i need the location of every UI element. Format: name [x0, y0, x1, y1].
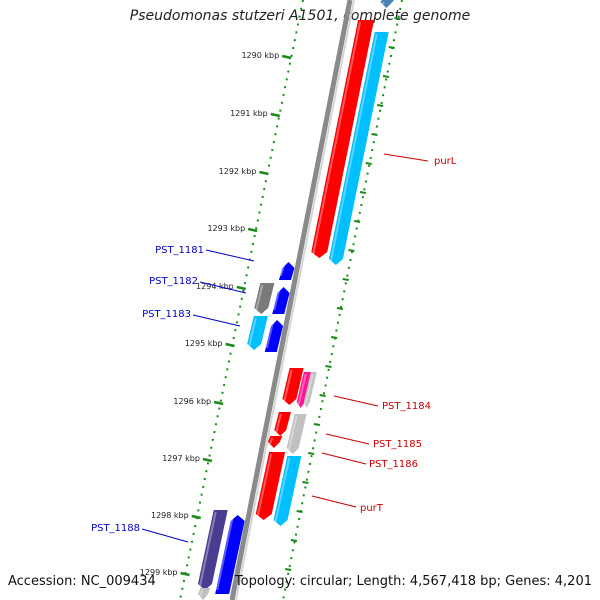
gene-label-pst-1181[interactable]: PST_1181 [155, 245, 204, 256]
purl-cyan-gene [328, 32, 389, 265]
scale-label: 1294 kbp [196, 282, 234, 291]
scale-minor-tick [313, 423, 321, 426]
scale-minor-tick [342, 278, 349, 281]
scale-minor-tick [394, 17, 401, 20]
callout-leader-line [321, 452, 367, 465]
purt-cyan-gene [273, 456, 302, 526]
pst1184-gene [282, 368, 304, 405]
scale-label: 1292 kbp [219, 167, 257, 176]
scale-label: 1290 kbp [241, 51, 279, 60]
topology-text: Topology: circular; Length: 4,567,418 bp… [234, 574, 592, 589]
pst1188-purple-gene [197, 510, 228, 590]
bottom-gray-gene [198, 588, 211, 600]
scale-label: 1299 kbp [140, 568, 178, 577]
callout-leader-line [333, 395, 379, 407]
scale-minor-tick [354, 220, 361, 223]
scale-major-tick [270, 112, 281, 118]
scale-minor-tick [284, 568, 292, 571]
callout-leader-line [383, 153, 429, 162]
callout-leader-line [192, 314, 241, 327]
callout-leader-line [325, 433, 370, 445]
scale-major-tick [259, 170, 269, 176]
scale-label: 1291 kbp [230, 109, 268, 118]
callout-leader-line [199, 281, 247, 294]
purt-gene [255, 452, 286, 520]
pst1182-gray-gene [254, 283, 275, 314]
scale-minor-tick [377, 104, 384, 107]
gene-features [197, 0, 394, 600]
scale-major-tick [281, 54, 292, 60]
gene-callouts: purL PST_1181 PST_1182 PST_1183 PST_1184 PST_… [91, 153, 457, 543]
pst1185-gene [274, 412, 291, 436]
pst1183-gene [264, 320, 284, 352]
scale-label: 1296 kbp [173, 397, 211, 406]
scale-major-tick [202, 457, 213, 463]
gene-label-pst-1183[interactable]: PST_1183 [142, 309, 191, 320]
purl-gene [311, 20, 375, 258]
scale-major-tick [236, 285, 247, 291]
top-steel-gene [380, 0, 394, 8]
scale-major-tick [191, 514, 201, 520]
gene-label-pst-1186[interactable]: PST_1186 [369, 459, 418, 470]
scale-label: 1293 kbp [207, 224, 245, 233]
gene-label-pst-1185[interactable]: PST_1185 [373, 439, 422, 450]
scale-minor-tick [296, 510, 303, 513]
gene-label-purt[interactable]: purT [360, 503, 384, 514]
pst1182-gene [272, 287, 290, 314]
scale-minor-tick [330, 336, 338, 339]
scale-minor-tick [348, 249, 355, 252]
scale-label: 1297 kbp [162, 454, 200, 463]
scale-ticks [284, 17, 401, 571]
pst1186-gene [267, 436, 283, 448]
scale-minor-tick [307, 452, 315, 455]
scale-minor-tick [382, 75, 390, 78]
pst1181-gene [278, 262, 295, 280]
scale-major-tick [180, 571, 190, 577]
scale-minor-tick [302, 481, 309, 484]
pst1183-cyan-gene [247, 316, 268, 350]
scale-minor-tick [359, 191, 367, 194]
gene-label-pst-1182[interactable]: PST_1182 [149, 276, 198, 287]
pst1184-gray-gene [303, 372, 317, 408]
gene-label-pst-1184[interactable]: PST_1184 [382, 401, 431, 412]
scale-major-tick [225, 342, 235, 348]
pst1184-magenta-gene [296, 372, 312, 408]
outer-dotted-guide [282, 0, 403, 600]
accession-text: Accession: NC_009434 [8, 574, 156, 589]
scale-major-tick [247, 227, 258, 233]
scale-minor-tick [319, 394, 326, 397]
pst1185-gray-gene [286, 414, 307, 454]
scale-major-tick [213, 400, 224, 406]
scale-minor-tick [371, 133, 378, 136]
genome-backbone [229, 0, 353, 600]
genome-backbone-highlight [235, 0, 355, 600]
callout-leader-line [205, 249, 255, 262]
scale-minor-tick [388, 46, 395, 49]
scale-minor-tick [365, 162, 372, 165]
callout-leader-line [311, 495, 357, 508]
scale-label: 1298 kbp [151, 511, 189, 520]
scale-minor-tick [325, 365, 332, 368]
gene-label-purl[interactable]: purL [434, 156, 457, 167]
scale-label: 1295 kbp [185, 339, 223, 348]
callout-leader-line [141, 528, 189, 543]
scale-minor-tick [290, 539, 298, 542]
scale-minor-tick [336, 307, 344, 310]
pst1188-gene [215, 515, 245, 594]
gene-label-pst-1188[interactable]: PST_1188 [91, 523, 140, 534]
scale-labels: 1290 kbp 1291 kbp 1292 kbp 1293 kbp 1294 kbp… [140, 51, 292, 577]
